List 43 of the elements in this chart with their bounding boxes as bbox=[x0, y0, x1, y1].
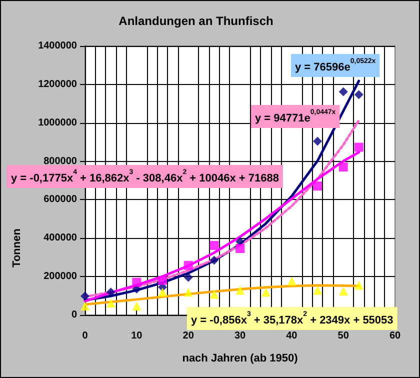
point bbox=[313, 136, 322, 146]
x-tick-label: 50 bbox=[338, 330, 350, 342]
point bbox=[313, 182, 322, 191]
point bbox=[354, 90, 364, 100]
point bbox=[287, 276, 296, 286]
y-tick-label: 0 bbox=[71, 310, 78, 320]
point bbox=[132, 302, 142, 311]
point bbox=[158, 276, 167, 285]
point bbox=[210, 256, 219, 265]
x-tick-label: 0 bbox=[82, 330, 88, 342]
y-tick-label: 1400000 bbox=[38, 40, 78, 52]
y-tick-label: 800000 bbox=[44, 156, 78, 167]
point bbox=[236, 286, 244, 295]
x-tick-label: 40 bbox=[286, 330, 298, 342]
x-tick-label: 60 bbox=[389, 330, 401, 342]
chart-title: Anlandungen an Thunfisch bbox=[118, 14, 274, 28]
point bbox=[184, 260, 193, 270]
y-tick-label: 1200000 bbox=[38, 78, 78, 90]
point bbox=[338, 286, 348, 296]
point bbox=[354, 142, 364, 152]
point bbox=[338, 87, 348, 96]
x-tick-label: 10 bbox=[131, 330, 143, 342]
point bbox=[354, 280, 364, 290]
y-axis-title: Tonnen bbox=[11, 228, 23, 268]
point bbox=[210, 240, 219, 250]
point bbox=[313, 286, 322, 295]
x-axis-title: nach Jahren (ab 1950) bbox=[182, 352, 298, 364]
point bbox=[184, 288, 193, 297]
x-tick-label: 30 bbox=[234, 330, 246, 342]
point bbox=[80, 302, 90, 311]
point bbox=[338, 162, 348, 172]
point bbox=[210, 290, 219, 299]
point bbox=[132, 278, 142, 287]
point bbox=[236, 244, 244, 254]
point bbox=[158, 288, 167, 297]
x-tick-label: 20 bbox=[182, 330, 194, 342]
y-tick-label: 1000000 bbox=[38, 117, 78, 128]
point bbox=[261, 288, 270, 297]
point bbox=[106, 298, 116, 308]
y-tick-label: 600000 bbox=[44, 194, 78, 206]
y-tick-label: 400000 bbox=[44, 232, 78, 244]
y-tick-label: 200000 bbox=[44, 271, 78, 282]
point bbox=[80, 292, 90, 301]
